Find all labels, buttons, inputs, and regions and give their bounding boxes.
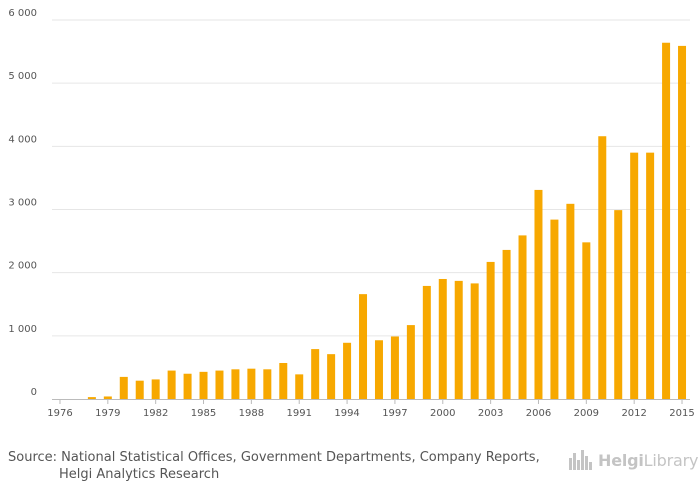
bar-1995: [359, 294, 368, 399]
bar-1983: [167, 370, 176, 399]
logo-word-helgi: Helgi: [598, 450, 644, 470]
x-tick-label: 2012: [621, 408, 646, 419]
x-tick-label: 1976: [47, 408, 72, 419]
bar-2012: [630, 152, 639, 399]
bar-1987: [231, 369, 240, 399]
y-tick-label: 1 000: [8, 324, 37, 335]
bar-1991: [295, 374, 304, 399]
bar-1988: [247, 368, 256, 399]
bar-2013: [646, 152, 655, 399]
logo-word-library: Library: [643, 450, 699, 470]
x-tick-label: 1982: [143, 408, 168, 419]
bar-2004: [502, 249, 511, 399]
bar-2000: [438, 278, 447, 399]
logo-text: HelgiLibrary: [598, 451, 698, 470]
x-tick-label: 2006: [526, 408, 551, 419]
bar-1989: [263, 369, 272, 399]
y-tick-label: 3 000: [8, 198, 37, 209]
x-tick-label: 1994: [334, 408, 359, 419]
x-tick-label: 1979: [95, 408, 120, 419]
bar-1992: [311, 349, 320, 399]
bar-2009: [582, 242, 591, 399]
x-tick-label: 2009: [574, 408, 599, 419]
bar-1978: [87, 397, 96, 399]
y-tick-label: 6 000: [8, 8, 37, 19]
bar-2011: [614, 210, 623, 399]
y-tick-label: 2 000: [8, 261, 37, 272]
bar-1984: [183, 373, 192, 399]
bar-2015: [678, 45, 687, 399]
bar-1980: [119, 376, 128, 399]
x-tick-label: 1997: [382, 408, 407, 419]
bar-2002: [470, 283, 479, 399]
y-tick-label: 4 000: [8, 134, 37, 145]
bar-2007: [550, 219, 559, 399]
bar-chart: 0 1 000 2 000 3 000 4 000 5 000 6 000 1976 1979 1…: [8, 8, 694, 419]
bar-1986: [215, 370, 224, 399]
bar-1982: [151, 379, 160, 399]
x-tick-label: 2003: [478, 408, 503, 419]
helgi-library-logo: HelgiLibrary: [568, 450, 698, 470]
x-tick-label: 1991: [286, 408, 311, 419]
bar-1997: [390, 336, 399, 399]
bar-1993: [327, 354, 336, 399]
bar-2008: [566, 203, 575, 399]
city-skyline-icon: [569, 450, 592, 470]
bar-1979: [103, 396, 112, 399]
source-note: Source: National Statistical Offices, Go…: [8, 449, 540, 483]
bar-2003: [486, 261, 495, 399]
x-tick-label: 1985: [191, 408, 216, 419]
bar-1981: [135, 380, 144, 399]
bar-2014: [662, 42, 671, 400]
x-tick-label: 2000: [430, 408, 455, 419]
y-tick-label: 0: [31, 387, 37, 398]
bar-1999: [422, 285, 431, 399]
bar-1998: [406, 325, 415, 399]
y-tick-label: 5 000: [8, 71, 37, 82]
bar-1996: [374, 340, 383, 399]
bar-2001: [454, 280, 463, 399]
bar-1985: [199, 371, 208, 399]
bar-1994: [343, 342, 352, 399]
source-line-2: Helgi Analytics Research: [59, 467, 220, 482]
x-tick-label: 1988: [239, 408, 264, 419]
source-line-1: Source: National Statistical Offices, Go…: [8, 450, 540, 465]
bar-1990: [279, 362, 288, 399]
bar-2010: [598, 136, 607, 399]
bar-2005: [518, 235, 527, 399]
x-tick-label: 2015: [669, 408, 694, 419]
bar-2006: [534, 189, 543, 399]
